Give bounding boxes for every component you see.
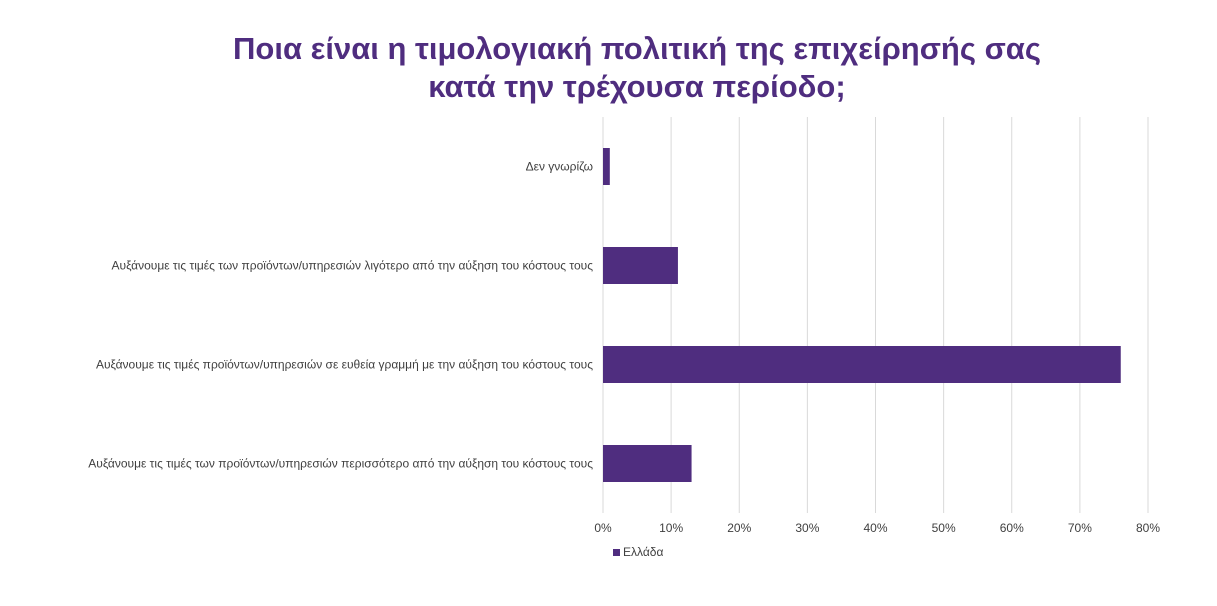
category-label: Δεν γνωρίζω — [526, 160, 593, 174]
category-labels: Δεν γνωρίζω Αυξάνουμε τις τιμές των προϊό… — [88, 160, 593, 471]
bar — [603, 346, 1121, 383]
x-tick-label: 50% — [932, 521, 956, 535]
chart-title: Ποια είναι η τιμολογιακή πολιτική της επ… — [0, 30, 1217, 106]
x-tick-label: 20% — [727, 521, 751, 535]
x-tick-label: 30% — [795, 521, 819, 535]
x-axis-tick-labels: 0% 10% 20% 30% 40% 50% 60% 70% 80% — [594, 521, 1160, 535]
x-tick-label: 60% — [1000, 521, 1024, 535]
bar — [603, 247, 678, 284]
bar — [603, 445, 692, 482]
bars — [603, 148, 1121, 482]
gridlines — [602, 117, 1149, 513]
x-tick-label: 80% — [1136, 521, 1160, 535]
bar — [603, 148, 610, 185]
x-tick-label: 10% — [659, 521, 683, 535]
x-tick-label: 40% — [863, 521, 887, 535]
chart-title-line-1: Ποια είναι η τιμολογιακή πολιτική της επ… — [233, 31, 1041, 66]
category-label: Αυξάνουμε τις τιμές προϊόντων/υπηρεσιών … — [96, 358, 593, 372]
legend: Ελλάδα — [613, 545, 663, 559]
x-tick-label: 0% — [594, 521, 612, 535]
category-label: Αυξάνουμε τις τιμές των προϊόντων/υπηρεσ… — [88, 457, 593, 471]
chart-title-line-2: κατά την τρέχουσα περίοδο; — [428, 69, 846, 104]
category-label: Αυξάνουμε τις τιμές των προϊόντων/υπηρεσ… — [112, 259, 594, 273]
legend-label: Ελλάδα — [623, 545, 664, 559]
x-tick-label: 70% — [1068, 521, 1092, 535]
legend-swatch — [613, 548, 620, 556]
